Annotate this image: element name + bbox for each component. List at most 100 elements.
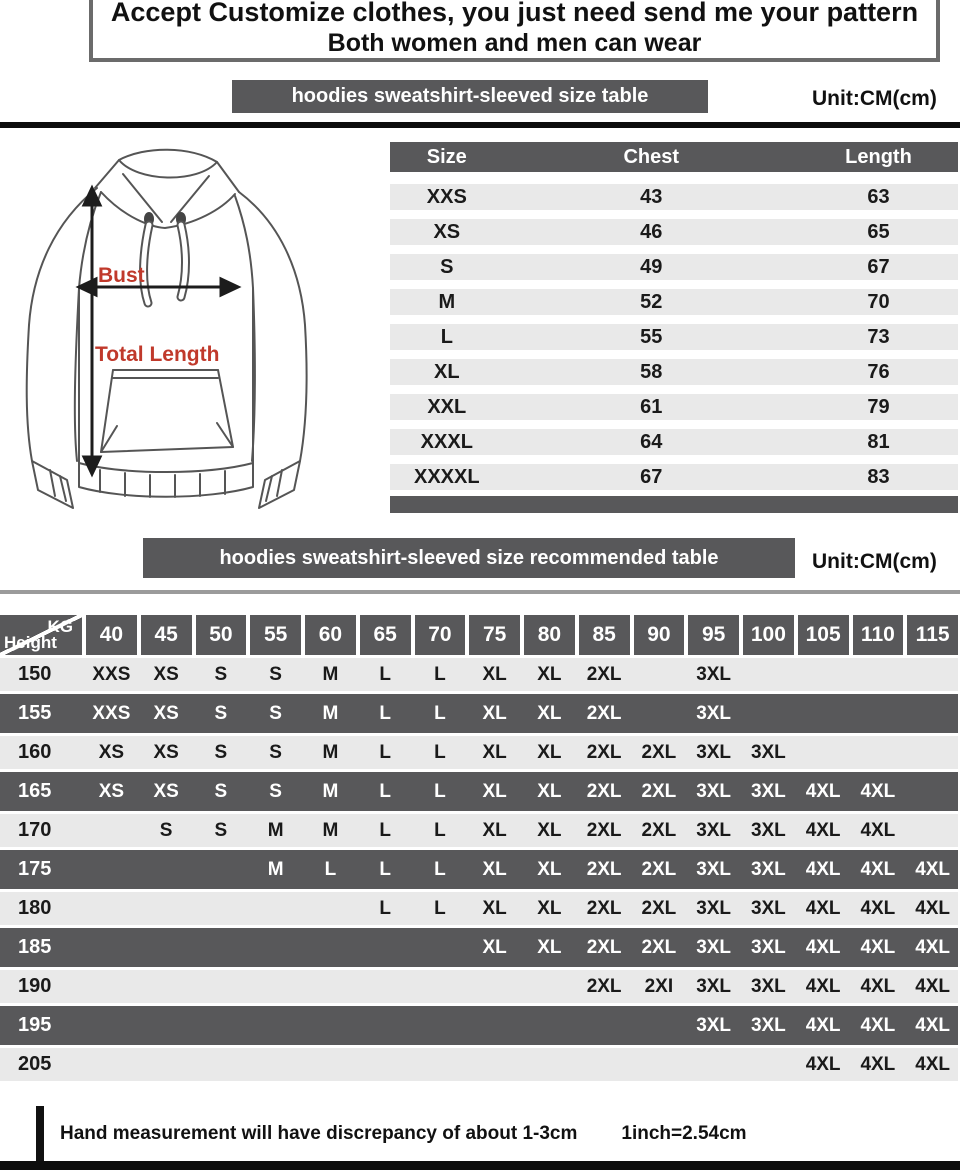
recommended-size-cell: 2XL [586, 897, 622, 919]
recommended-size-cell: 4XL [915, 1014, 951, 1036]
matrix-row-170: 170 S S M M L L XL XL 2XL 2XL 3XL 3XL 4XL 4XL [0, 814, 958, 847]
divider-line-2 [0, 590, 960, 594]
recommended-size-cell: 3XL [750, 780, 786, 802]
matrix-row-150: 150 XXS XS S S M L L XL XL 2XL 3XL [0, 658, 958, 691]
recommended-size-cell: 4XL [860, 1014, 896, 1036]
height-row-label: 180 [18, 897, 52, 919]
recommended-size-cell: XL [537, 702, 562, 724]
recommended-size-cell: 4XL [805, 1053, 841, 1075]
recommended-size-cell: S [159, 819, 173, 841]
recommended-size-cell: XL [482, 663, 507, 685]
recommended-size-cell: 2XL [641, 780, 677, 802]
recommended-size-cell: L [324, 858, 337, 880]
hoodie-diagram: Bust Total Length [5, 130, 395, 530]
size-table-row: XXXL 64 81 [390, 429, 958, 455]
recommended-size-cell: S [214, 702, 228, 724]
header-line-1: Accept Customize clothes, you just need … [110, 0, 919, 27]
size-table-row: XXL 61 79 [390, 394, 958, 420]
recommended-size-cell: XS [153, 780, 179, 802]
kg-axis-label: KG [47, 617, 74, 636]
size-table-cell: M [438, 290, 456, 313]
recommended-size-cell: 4XL [915, 897, 951, 919]
weight-column-header: 85 [578, 615, 630, 655]
matrix-row-160: 160 XS XS S S M L L XL XL 2XL 2XL 3XL 3XL [0, 736, 958, 769]
weight-column-header: 50 [195, 615, 247, 655]
recommended-size-cell: M [267, 819, 284, 841]
size-column-header: Size [426, 145, 467, 168]
recommended-size-cell: 3XL [696, 936, 732, 958]
recommended-size-cell: XL [537, 936, 562, 958]
weight-column-header: 45 [140, 615, 192, 655]
recommended-size-cell: 2XL [586, 975, 622, 997]
recommended-size-cell: XL [537, 819, 562, 841]
weight-column-header: 40 [86, 615, 137, 655]
recommended-size-cell: S [269, 663, 282, 685]
recommended-size-cell: 3XL [696, 858, 732, 880]
hoodie-line-art: Bust Total Length [25, 148, 308, 509]
recommended-size-cell: 3XL [696, 663, 732, 685]
recommended-size-cell: 2XL [641, 897, 677, 919]
matrix-row-175: 175 M L L L XL XL 2XL 2XL 3XL 3XL 4XL 4XL 4XL [0, 850, 958, 889]
recommended-size-cell: M [322, 819, 339, 841]
recommended-size-cell: XS [98, 780, 125, 802]
recommended-size-cell: 2XL [641, 858, 677, 880]
recommended-size-cell: 4XL [805, 819, 841, 841]
recommended-size-matrix: KG Height 40 45 50 55 60 65 70 75 80 85 90 95 100 105… [0, 615, 958, 1084]
recommended-size-cell: S [214, 663, 228, 685]
size-table-cell: 70 [867, 290, 890, 313]
weight-column-header: 95 [688, 615, 739, 655]
recommended-size-cell: M [322, 663, 339, 685]
recommended-size-cell: XL [537, 741, 562, 763]
recommended-size-cell: 3XL [696, 741, 732, 763]
recommended-size-cell: 2XL [586, 663, 622, 685]
bottom-black-bar [0, 1161, 960, 1170]
recommended-size-cell: 2XL [586, 936, 622, 958]
recommended-size-cell: L [379, 897, 391, 919]
recommended-size-cell: XL [482, 897, 507, 919]
recommended-size-cell: 2XL [586, 858, 622, 880]
height-row-label: 175 [18, 858, 52, 880]
total-length-label: Total Length [95, 343, 219, 366]
recommended-size-cell: XL [482, 741, 507, 763]
recommended-size-cell: M [322, 780, 339, 802]
size-table-cell: XL [434, 360, 460, 383]
size-table-cell: 67 [867, 255, 890, 278]
recommended-size-cell: S [269, 702, 282, 724]
recommended-size-cell: L [434, 897, 446, 919]
recommended-size-cell: 3XL [696, 780, 732, 802]
recommended-size-cell: 4XL [860, 780, 896, 802]
recommended-size-cell: 4XL [860, 975, 896, 997]
recommended-size-cell: XXS [92, 702, 131, 724]
size-table: Size Chest Length XXS 43 63 XS 46 65 S 49 67 M 52 7… [390, 142, 958, 513]
size-table-cell: 61 [640, 395, 663, 418]
weight-column-header: 65 [359, 615, 411, 655]
size-table-cell: 79 [867, 395, 890, 418]
recommended-size-cell: L [434, 780, 446, 802]
recommended-size-cell: 4XL [915, 1053, 951, 1075]
recommended-size-cell: 3XL [696, 897, 732, 919]
length-column-header: Length [845, 145, 912, 168]
size-table-footer-bar [390, 496, 958, 513]
recommended-size-cell: 2XL [586, 741, 622, 763]
recommended-size-cell: XS [153, 741, 179, 763]
size-table-cell: 58 [640, 360, 663, 383]
recommended-size-cell: 3XL [696, 1014, 732, 1036]
recommended-size-cell: XS [153, 663, 179, 685]
recommended-size-cell: 4XL [915, 936, 951, 958]
recommended-size-cell: 2XL [641, 741, 677, 763]
size-table-cell: 55 [640, 325, 663, 348]
size-table-cell: XXXXL [414, 465, 480, 488]
recommended-size-cell: 3XL [750, 819, 786, 841]
size-table-row: S 49 67 [390, 254, 958, 280]
weight-column-header: 60 [305, 615, 356, 655]
recommended-size-cell: XL [537, 780, 562, 802]
recommended-size-cell: 4XL [860, 819, 896, 841]
height-row-label: 155 [18, 702, 52, 724]
recommended-size-cell: S [214, 780, 228, 802]
size-table-row: L 55 73 [390, 324, 958, 350]
size-table-cell: 63 [867, 185, 890, 208]
height-row-label: 195 [18, 1014, 52, 1036]
weight-column-header: 100 [743, 615, 794, 655]
matrix-row-165: 165 XS XS S S M L L XL XL 2XL 2XL 3XL 3XL 4XL 4XL [0, 772, 958, 811]
recommended-size-cell: 2XL [586, 780, 622, 802]
